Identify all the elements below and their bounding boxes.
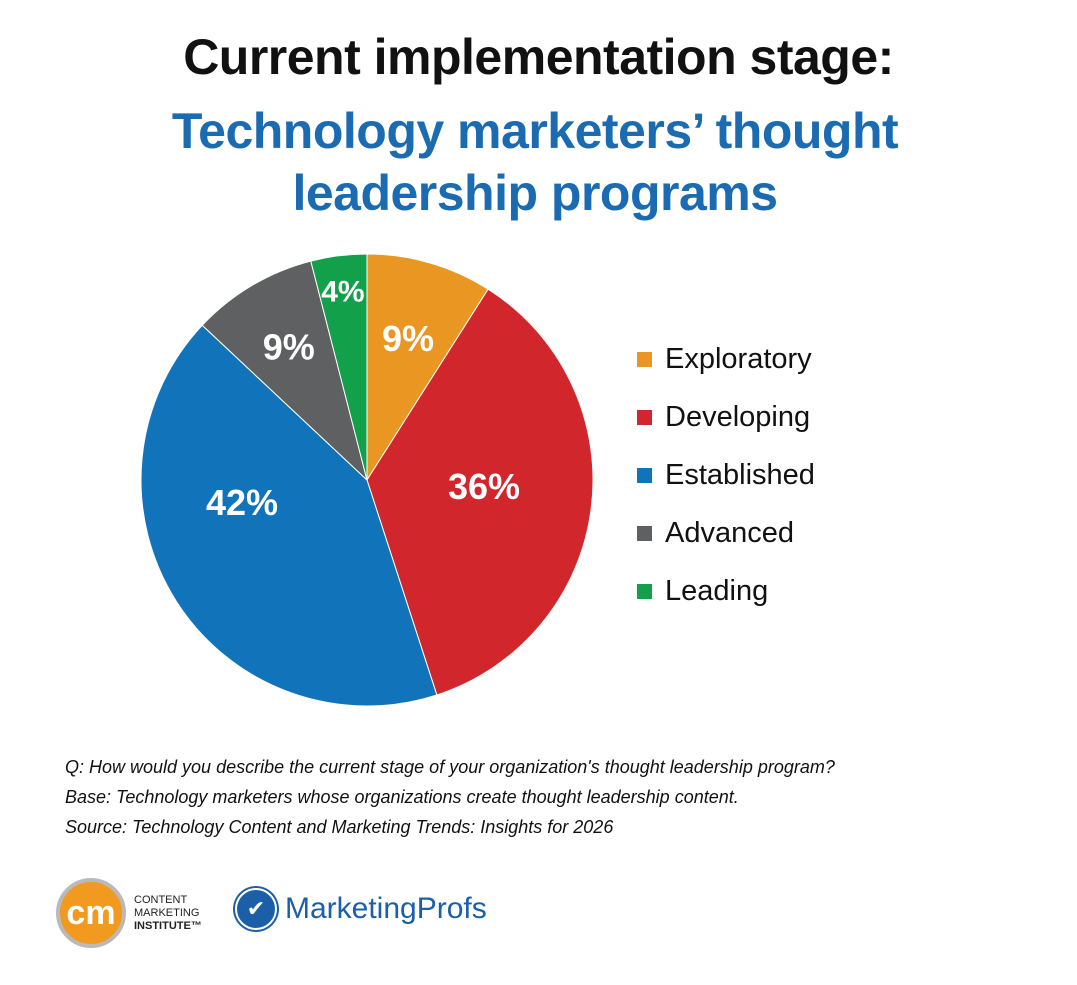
legend-item: Exploratory (637, 330, 815, 388)
chart-title: Current implementation stage: (183, 29, 894, 85)
pie-slice-leading (310, 253, 368, 481)
cmi-logo: cm CONTENT MARKETING INSTITUTE™ (56, 878, 202, 948)
legend-swatch (637, 525, 652, 541)
legend-swatch (637, 583, 652, 599)
cmi-logo-mark: cm (56, 878, 126, 948)
data-label: 4% (321, 275, 364, 308)
pie-slice-exploratory (366, 253, 489, 482)
legend-item: Developing (637, 388, 815, 446)
cmi-logo-text: INSTITUTE™ (134, 919, 202, 932)
cmi-logo-text: CONTENT (134, 893, 188, 906)
cmi-logo-text: MARKETING (134, 906, 200, 919)
legend-label: Established (665, 458, 815, 491)
footnotes: Q: How would you describe the current st… (65, 752, 835, 842)
question-note: Q: How would you describe the current st… (65, 757, 835, 777)
marketingprofs-logo-text: MarketingProfs (285, 892, 487, 925)
legend-label: Exploratory (665, 342, 812, 375)
legend-item: Leading (637, 562, 815, 620)
legend: Exploratory Developing Established Advanced… (637, 330, 815, 620)
legend-label: Developing (665, 400, 811, 433)
pie-slice-advanced (201, 260, 368, 482)
data-label: 9% (263, 327, 315, 368)
legend-label: Advanced (665, 516, 794, 549)
legend-item: Established (637, 446, 815, 504)
legend-swatch (637, 467, 652, 483)
data-label: 9% (382, 318, 434, 359)
legend-label: Leading (665, 574, 769, 607)
bird-icon: ✔ (235, 888, 277, 930)
source-note: Source: Technology Content and Marketing… (65, 817, 614, 837)
legend-swatch (637, 351, 652, 367)
chart-subtitle: Technology marketers’ thought leadership… (171, 103, 899, 221)
pie-slice-established (140, 324, 438, 707)
marketingprofs-logo: ✔ MarketingProfs (235, 888, 487, 930)
pie-slice-developing (366, 288, 594, 696)
legend-item: Advanced (637, 504, 815, 562)
data-label: 36% (448, 466, 520, 507)
legend-swatch (637, 409, 652, 425)
base-note: Base: Technology marketers whose organiz… (65, 787, 739, 807)
data-label: 42% (206, 482, 278, 523)
